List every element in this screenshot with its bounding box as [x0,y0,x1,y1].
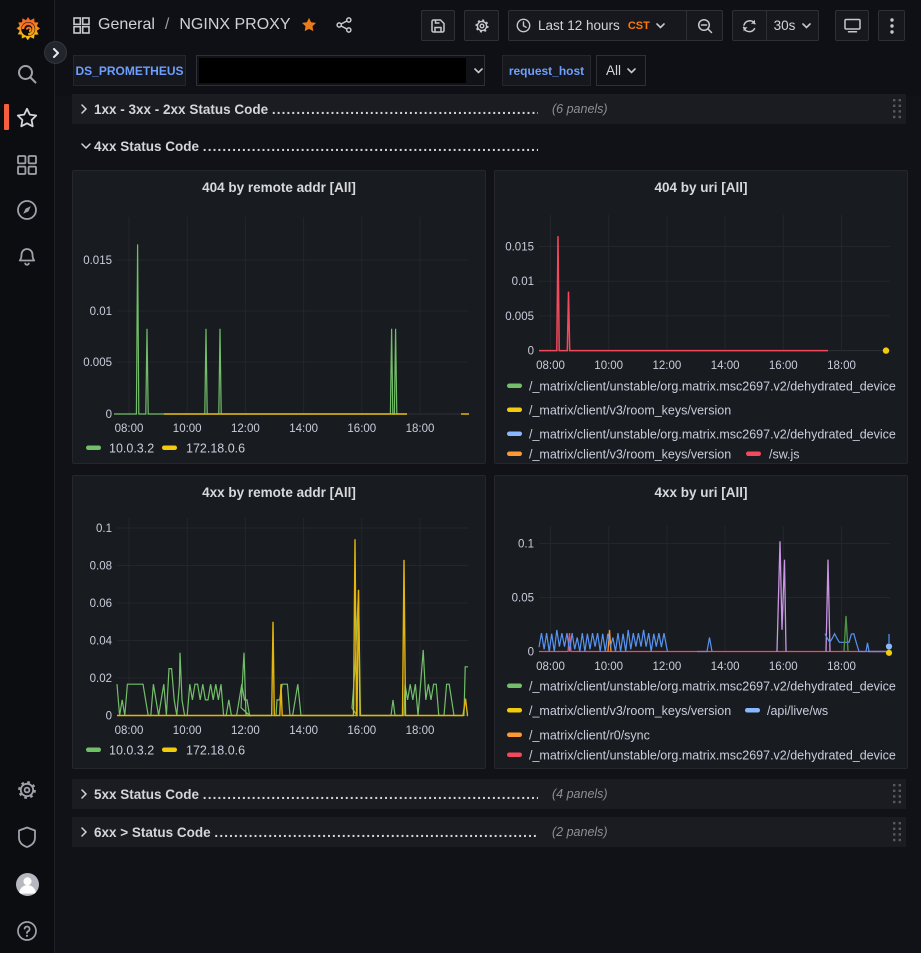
svg-text:/_matrix/client/v3/room_keys/v: /_matrix/client/v3/room_keys/version [529,704,731,718]
svg-text:0.05: 0.05 [512,593,534,605]
svg-text:14:00: 14:00 [711,360,740,372]
svg-text:0: 0 [106,409,112,421]
svg-text:/sw.js: /sw.js [769,448,800,462]
svg-text:/_matrix/client/unstable/org.m: /_matrix/client/unstable/org.matrix.msc2… [529,749,896,763]
svg-text:18:00: 18:00 [406,725,435,737]
svg-text:0: 0 [528,647,534,659]
svg-text:10:00: 10:00 [173,725,202,737]
svg-text:0: 0 [528,346,534,358]
svg-text:08:00: 08:00 [115,725,144,737]
svg-text:0.1: 0.1 [96,523,112,535]
svg-text:16:00: 16:00 [347,725,376,737]
svg-text:12:00: 12:00 [231,725,260,737]
svg-text:0: 0 [106,711,112,723]
svg-text:0.02: 0.02 [90,673,112,685]
svg-text:/_matrix/client/unstable/org.m: /_matrix/client/unstable/org.matrix.msc2… [529,680,896,694]
svg-text:0.01: 0.01 [90,306,112,318]
svg-text:0.01: 0.01 [512,276,534,288]
svg-text:12:00: 12:00 [231,423,260,435]
svg-text:18:00: 18:00 [827,661,856,673]
svg-text:14:00: 14:00 [289,725,318,737]
svg-text:0.08: 0.08 [90,561,112,573]
svg-text:0.015: 0.015 [83,255,112,267]
svg-text:16:00: 16:00 [769,360,798,372]
svg-text:08:00: 08:00 [536,661,565,673]
svg-text:/_matrix/client/unstable/org.m: /_matrix/client/unstable/org.matrix.msc2… [529,380,896,394]
svg-text:/_matrix/client/r0/sync: /_matrix/client/r0/sync [529,729,650,743]
svg-text:12:00: 12:00 [653,360,682,372]
svg-text:08:00: 08:00 [536,360,565,372]
svg-text:16:00: 16:00 [347,423,376,435]
svg-text:14:00: 14:00 [289,423,318,435]
svg-text:0.005: 0.005 [83,357,112,369]
svg-text:18:00: 18:00 [406,423,435,435]
svg-text:/_matrix/client/v3/room_keys/v: /_matrix/client/v3/room_keys/version [529,404,731,418]
svg-text:10:00: 10:00 [173,423,202,435]
svg-text:08:00: 08:00 [115,423,144,435]
svg-text:0.015: 0.015 [505,242,534,254]
svg-text:0.04: 0.04 [90,636,113,648]
svg-text:0.005: 0.005 [505,311,534,323]
svg-text:10.0.3.2: 10.0.3.2 [109,744,154,758]
svg-text:172.18.0.6: 172.18.0.6 [186,442,245,456]
svg-text:10:00: 10:00 [594,360,623,372]
svg-text:14:00: 14:00 [711,661,740,673]
svg-text:0.1: 0.1 [518,539,534,551]
svg-text:16:00: 16:00 [769,661,798,673]
svg-text:/_matrix/client/v3/room_keys/v: /_matrix/client/v3/room_keys/version [529,448,731,462]
svg-text:18:00: 18:00 [827,360,856,372]
svg-text:10:00: 10:00 [594,661,623,673]
svg-text:10.0.3.2: 10.0.3.2 [109,442,154,456]
svg-text:172.18.0.6: 172.18.0.6 [186,744,245,758]
svg-text:0.06: 0.06 [90,598,112,610]
svg-text:/_matrix/client/unstable/org.m: /_matrix/client/unstable/org.matrix.msc2… [529,428,896,442]
svg-text:/api/live/ws: /api/live/ws [767,704,828,718]
svg-text:12:00: 12:00 [653,661,682,673]
